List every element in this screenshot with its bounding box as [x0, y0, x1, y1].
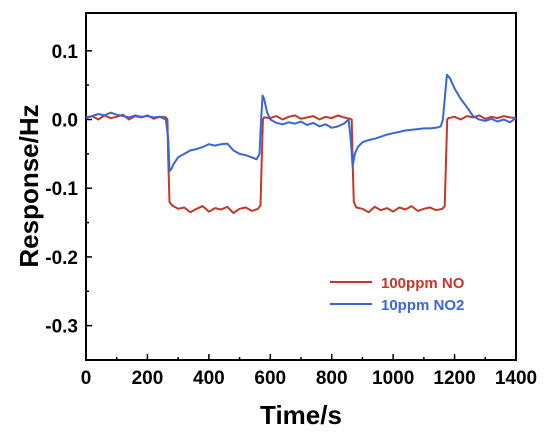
series-line-no — [85, 113, 517, 214]
axis-ticks — [85, 50, 517, 360]
x-tick-label: 400 — [193, 368, 225, 389]
series-layer — [85, 73, 517, 214]
x-tick-label: 1400 — [495, 368, 537, 389]
x-tick-labels: 0 200 400 600 800 1000 1200 1400 — [81, 368, 537, 389]
x-tick-label: 0 — [81, 368, 92, 389]
legend-label-no: 100ppm NO — [381, 275, 465, 292]
y-tick-label: 0.1 — [52, 42, 79, 63]
y-tick-label: -0.3 — [45, 317, 78, 338]
y-tick-label: 0.0 — [52, 111, 78, 132]
legend: 100ppm NO 10ppm NO2 — [330, 275, 465, 314]
x-axis-title: Time/s — [260, 400, 342, 430]
x-tick-label: 200 — [132, 368, 164, 389]
y-tick-label: -0.2 — [45, 248, 78, 269]
x-tick-label: 1200 — [433, 368, 475, 389]
x-tick-label: 600 — [254, 368, 286, 389]
legend-label-no2: 10ppm NO2 — [381, 297, 464, 314]
y-axis-title: Response/Hz — [14, 104, 44, 267]
y-tick-labels: 0.1 0.0 -0.1 -0.2 -0.3 — [45, 42, 78, 338]
series-line-no2 — [85, 73, 517, 172]
x-tick-label: 1000 — [372, 368, 414, 389]
x-tick-label: 800 — [316, 368, 348, 389]
y-tick-label: -0.1 — [45, 179, 78, 200]
